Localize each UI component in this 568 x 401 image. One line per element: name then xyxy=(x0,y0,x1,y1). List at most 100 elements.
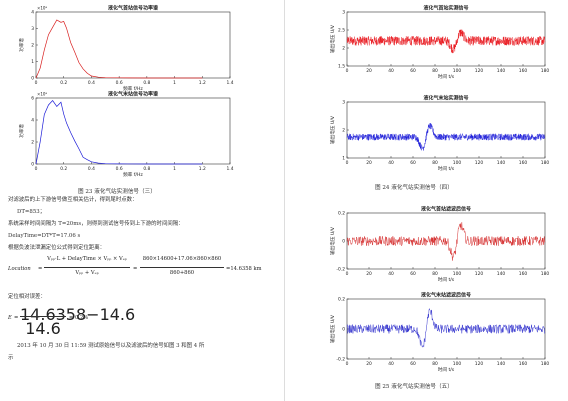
y-axis-label: 功率谱 xyxy=(18,38,25,52)
plot-frame xyxy=(346,101,546,159)
paragraph-5: 2013 年 10 月 30 日 11:59 测试原始信号以及滤波后的信号如图 … xyxy=(17,343,205,349)
x-tick-label: 60 xyxy=(410,160,416,166)
fraction-bar xyxy=(140,267,224,268)
x-tick-label: 0.2 xyxy=(60,80,67,86)
spectrum-line xyxy=(35,100,203,165)
x-tick-label: 1.4 xyxy=(227,80,234,86)
y-tick-label: 3 xyxy=(342,100,345,106)
location-numerator-1: Vₚₚ·L + DelayTime × Vₚₚ × Vₑₚ xyxy=(47,256,127,262)
x-tick-label: 20 xyxy=(366,160,372,166)
x-tick-label: 140 xyxy=(497,361,506,367)
y-tick-label: 2 xyxy=(342,128,345,134)
y-tick-label: 3 xyxy=(342,10,345,16)
figures-24-25-canvas: 0 20 40 60 80 100 120 140 160 1801.522.53液化气首站实测信… xyxy=(329,5,549,374)
x-tick-label: 160 xyxy=(519,361,528,367)
x-tick-label: 80 xyxy=(432,271,438,277)
x-tick-label: 140 xyxy=(497,68,506,74)
y-tick-label: 3 xyxy=(31,26,34,32)
paragraph-1: 对滤波后的上下游信号做互相关估计，得到尾时点数： xyxy=(8,197,138,203)
plot-frame xyxy=(35,97,231,165)
signal-line xyxy=(346,307,546,348)
x-tick-label: 0.4 xyxy=(88,166,95,172)
x-tick-label: 160 xyxy=(519,68,528,74)
paragraph-2: 系统采样时间间隔为 T=20ms，则得到测试信号传到上下游的时间间隔： xyxy=(8,221,184,227)
chart-title: 液化气首站实测信号 xyxy=(423,5,468,12)
x-tick-label: 180 xyxy=(541,271,550,277)
x-tick-label: 80 xyxy=(432,68,438,74)
y-tick-label: 0.2 xyxy=(338,297,345,303)
x-axis-label: 时间 t/s xyxy=(438,276,455,283)
x-tick-label: 40 xyxy=(388,271,394,277)
location-numerator-2: 860×14600+17.06×860×860 xyxy=(142,256,222,262)
equals-sign: = xyxy=(14,315,19,321)
error-result: = 0.2% xyxy=(69,315,89,321)
chart-group: 0 20 40 60 80 100 120 140 160 180-0.200.2液化气首站滤波后… xyxy=(329,206,549,284)
x-tick-label: 180 xyxy=(541,361,550,367)
chart-title: 液化气末站实测信号 xyxy=(423,95,468,102)
chart-title: 液化气末站滤波后信号 xyxy=(421,292,471,299)
x-tick-label: 0.2 xyxy=(60,166,67,172)
y-axis-label: 输出电压 U/V xyxy=(329,314,336,343)
y-tick-label: 0 xyxy=(31,162,34,168)
x-axis-label: 频率 f/Hz xyxy=(123,171,143,178)
x-tick-label: 40 xyxy=(388,361,394,367)
signal-line xyxy=(346,29,546,54)
y-tick-label: 2.5 xyxy=(338,28,345,34)
x-tick-label: 1.2 xyxy=(199,166,206,172)
y-tick-label: 0 xyxy=(31,76,34,82)
x-tick-label: 60 xyxy=(410,68,416,74)
error-denominator: 14.6 xyxy=(25,319,61,338)
figure-24-caption: 图 24 液化气站实测信号（四） xyxy=(375,185,453,191)
chart-title: 液化气首站滤波后信号 xyxy=(421,206,471,213)
y-axis-label: 功率谱 xyxy=(18,124,25,138)
x-tick-label: 140 xyxy=(497,271,506,277)
x-tick-label: 0.4 xyxy=(88,80,95,86)
x-tick-label: 1.4 xyxy=(227,166,234,172)
x-tick-label: 100 xyxy=(453,361,462,367)
y-tick-label: -0.2 xyxy=(336,357,345,363)
x-tick-label: 100 xyxy=(453,271,462,277)
x-tick-label: 160 xyxy=(519,160,528,166)
location-denominator-2: 860+860 xyxy=(169,270,195,276)
delay-line: DelayTime=DT*T=17.06 s xyxy=(8,233,81,239)
x-tick-label: 120 xyxy=(475,361,484,367)
x-tick-label: 0.6 xyxy=(116,166,123,172)
x-tick-label: 120 xyxy=(475,68,484,74)
paragraph-4: 定位相对误差： xyxy=(8,294,46,300)
y-tick-label: 1 xyxy=(31,59,34,65)
y-tick-label: -0.2 xyxy=(336,267,345,273)
fraction-bar xyxy=(44,267,130,268)
y-tick-label: 1.5 xyxy=(338,64,345,70)
chart-title: 液化气首站信号功率谱 xyxy=(108,5,158,12)
location-denominator-1: Vₚₚ + Vₑₚ xyxy=(75,270,99,276)
chart-group: 0 20 40 60 80 100 120 140 160 180-0.200.2液化气末站滤波后… xyxy=(329,292,549,374)
x-tick-label: 140 xyxy=(497,160,506,166)
y-tick-label: 1 xyxy=(342,156,345,162)
y-tick-label: 2 xyxy=(342,46,345,52)
y-tick-label: 0 xyxy=(342,327,345,333)
x-tick-label: 1 xyxy=(173,80,176,86)
y-tick-label: 0 xyxy=(342,239,345,245)
x-tick-label: 0.8 xyxy=(143,80,150,86)
x-axis-label: 时间 t/s xyxy=(438,165,455,172)
error-lhs: E xyxy=(8,315,12,321)
x-tick-label: 60 xyxy=(410,271,416,277)
y-multiplier: ×10⁸ xyxy=(37,6,47,11)
y-tick-label: 6 xyxy=(31,96,34,102)
x-tick-label: 100 xyxy=(453,68,462,74)
x-tick-label: 60 xyxy=(410,361,416,367)
x-tick-label: 0 xyxy=(346,361,349,367)
x-tick-label: 0 xyxy=(35,166,38,172)
x-tick-label: 0.8 xyxy=(143,166,150,172)
location-result: =14.6358 km xyxy=(226,266,262,272)
x-tick-label: 120 xyxy=(475,160,484,166)
signal-line xyxy=(346,222,546,261)
x-axis-label: 频率 f/Hz xyxy=(123,85,143,92)
y-axis-label: 输出电压 U/V xyxy=(329,24,336,53)
equals-sign: = xyxy=(38,266,43,272)
x-tick-label: 0 xyxy=(346,271,349,277)
y-tick-label: 2 xyxy=(31,140,34,146)
